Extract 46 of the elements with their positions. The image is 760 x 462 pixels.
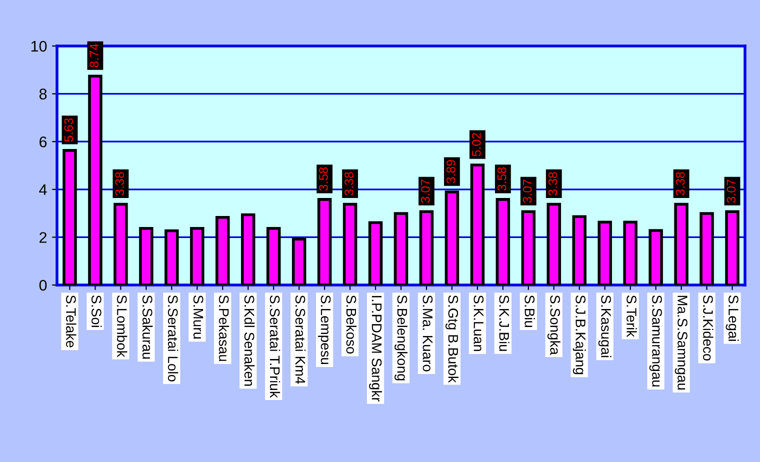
x-tick-label: S.Muru: [193, 295, 204, 339]
data-label: 3.38: [115, 172, 124, 196]
y-tick-label: 2: [40, 232, 47, 243]
data-label: 3.89: [446, 160, 456, 184]
data-label: 3.07: [726, 180, 736, 203]
x-tick-label: I.P.PDAM Sangkr: [369, 296, 382, 402]
x-tick-label: S.Belengkong: [394, 295, 408, 380]
x-tick-label: S.Bekoso: [346, 295, 357, 354]
x-tick-label: S.Songka: [547, 295, 560, 355]
x-tick-label: S.Seratai T.Priuk: [270, 295, 280, 398]
x-tick-label: S.Lempesu: [318, 295, 331, 364]
y-tick-label: 8: [39, 88, 47, 100]
data-label: 3.38: [676, 172, 685, 196]
x-tick-label: S.Soi: [91, 295, 102, 327]
data-label: 5.63: [64, 118, 74, 142]
x-tick-label: S.K.J.Biu: [499, 295, 510, 351]
x-tick-label: S.K.Luan: [474, 295, 484, 351]
x-tick-label: Ma.S.Samngau: [674, 296, 688, 390]
y-tick-label: 10: [31, 40, 47, 52]
y-tick-label: 4: [39, 184, 47, 195]
data-label: 3.07: [420, 180, 430, 203]
x-tick-label: S.Samurangau: [649, 295, 662, 386]
x-tick-label: S.Gtg B.Butok: [445, 295, 458, 383]
x-tick-label: S.Seratai Lolo: [168, 295, 178, 382]
x-tick-label: S.Lombok: [116, 295, 128, 358]
x-tick-label: S.Pekasau: [218, 295, 230, 361]
x-tick-label: S.Legai: [726, 295, 739, 341]
x-tick-label: S.J.B.Kajang: [572, 295, 586, 374]
x-tick-label: S.Ma. Kuaro: [422, 295, 433, 372]
x-tick-label: S.Kasugai: [598, 295, 612, 358]
data-label: 3.38: [344, 172, 354, 196]
data-label: 3.58: [497, 167, 506, 191]
data-label: 3.58: [319, 167, 328, 191]
y-tick-label: 0: [39, 280, 47, 291]
x-tick-label: S.Sakurau: [142, 295, 153, 359]
x-tick-label: S.Seratai Km4: [295, 295, 306, 384]
x-tick-label: S.Biu: [524, 295, 535, 327]
x-tick-label: S.J.Kideco: [703, 295, 714, 361]
x-tick-label: S.Kdl Senaken: [244, 295, 255, 386]
data-label: 3.38: [548, 172, 558, 196]
x-tick-label: S.Terik: [626, 295, 637, 338]
x-tick-label: S.Telake: [66, 295, 76, 348]
data-label: 3.07: [522, 180, 532, 203]
data-label: 5.02: [472, 132, 481, 156]
y-tick-label: 6: [40, 136, 47, 148]
data-label: 8.74: [90, 44, 99, 68]
